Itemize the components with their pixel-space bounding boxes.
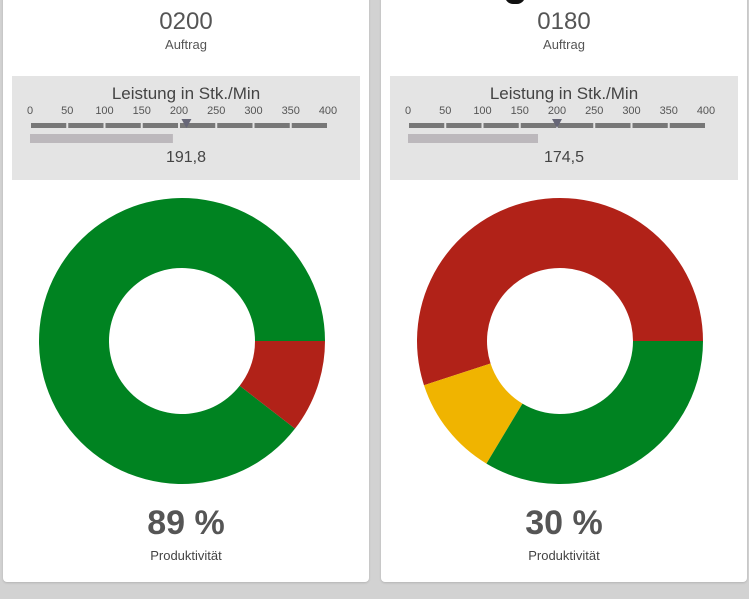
gauge-scale-segment [68, 123, 104, 128]
performance-title: Leistung in Stk./Min [111, 84, 261, 103]
gauge-target-marker [552, 119, 562, 128]
gauge-tick-label: 250 [207, 105, 225, 117]
productivity-donut [39, 197, 326, 484]
machine-card-1: 0200 Auftrag Leistung in Stk./Min 0 50 100… [3, 0, 369, 582]
donut-segment-green [39, 197, 326, 484]
gauge-tick-label: 300 [622, 105, 640, 117]
gauge-tick-label: 200 [548, 105, 566, 117]
gauge-scale-segment [483, 123, 519, 128]
gauge-scale-segment [409, 123, 445, 128]
gauge-tick-label: 300 [244, 105, 262, 117]
gauge-tick-label: 50 [61, 105, 73, 117]
productivity-label: Produktivität [528, 548, 600, 563]
gauge-scale-segment [31, 123, 67, 128]
gauge-scale-segment [520, 123, 556, 128]
performance-panel: Leistung in Stk./Min 0 50 100 150 200 250 300 3… [390, 76, 738, 180]
performance-title: Leistung in Stk./Min [489, 84, 639, 103]
performance-panel: Leistung in Stk./Min 0 50 100 150 200 250 300 3… [12, 76, 360, 180]
gauge-tick-label: 350 [282, 105, 300, 117]
performance-gauge: 0 50 100 150 200 250 300 350 400 [27, 105, 337, 143]
gauge-scale-segment [632, 123, 668, 128]
performance-gauge: 0 50 100 150 200 250 300 350 400 [405, 105, 715, 143]
donut-segment-yellow [423, 363, 523, 464]
order-label: Auftrag [543, 37, 585, 52]
donut-segment-red [417, 198, 703, 386]
gauge-tick-label: 400 [319, 105, 337, 117]
gauge-tick-label: 150 [511, 105, 529, 117]
donut-segment-green [486, 341, 703, 484]
order-label: Auftrag [165, 37, 207, 52]
gauge-scale-segment [254, 123, 290, 128]
gauge-scale-segment [105, 123, 141, 128]
gauge-tick-label: 0 [405, 105, 411, 117]
order-number: 0200 [159, 8, 213, 35]
productivity-label: Produktivität [150, 548, 222, 563]
gauge-scale-segment [595, 123, 631, 128]
gauge-tick-label: 100 [95, 105, 113, 117]
gauge-scale-segment [142, 123, 178, 128]
gauge-scale-segment [291, 123, 327, 128]
gauge-tick-label: 350 [660, 105, 678, 117]
gauge-target-marker [181, 119, 192, 128]
performance-value: 174,5 [543, 149, 585, 166]
gauge-tick-label: 400 [697, 105, 715, 117]
productivity-donut [417, 198, 703, 484]
gauge-tick-label: 150 [133, 105, 151, 117]
gauge-scale-segment [446, 123, 482, 128]
gauge-tick-label: 100 [473, 105, 491, 117]
gauge-fill-bar [408, 134, 539, 143]
gauge-tick-label: 50 [439, 105, 451, 117]
gauge-tick-label: 250 [585, 105, 603, 117]
gauge-scale-segment [558, 123, 594, 128]
machine-card-2: 0180 Auftrag Leistung in Stk./Min 0 50 100… [381, 0, 747, 582]
gauge-tick-label: 0 [27, 105, 33, 117]
gauge-scale-segment [180, 123, 216, 128]
donut-segment-red [239, 341, 325, 429]
gauge-scale-segment [217, 123, 253, 128]
order-number: 0180 [537, 8, 591, 35]
status-icon [505, 0, 525, 4]
productivity-percent: 30 % [525, 504, 603, 542]
gauge-scale-segment [669, 123, 705, 128]
performance-value: 191,8 [165, 149, 207, 166]
gauge-tick-label: 200 [170, 105, 188, 117]
productivity-percent: 89 % [147, 504, 225, 542]
gauge-fill-bar [30, 134, 173, 143]
